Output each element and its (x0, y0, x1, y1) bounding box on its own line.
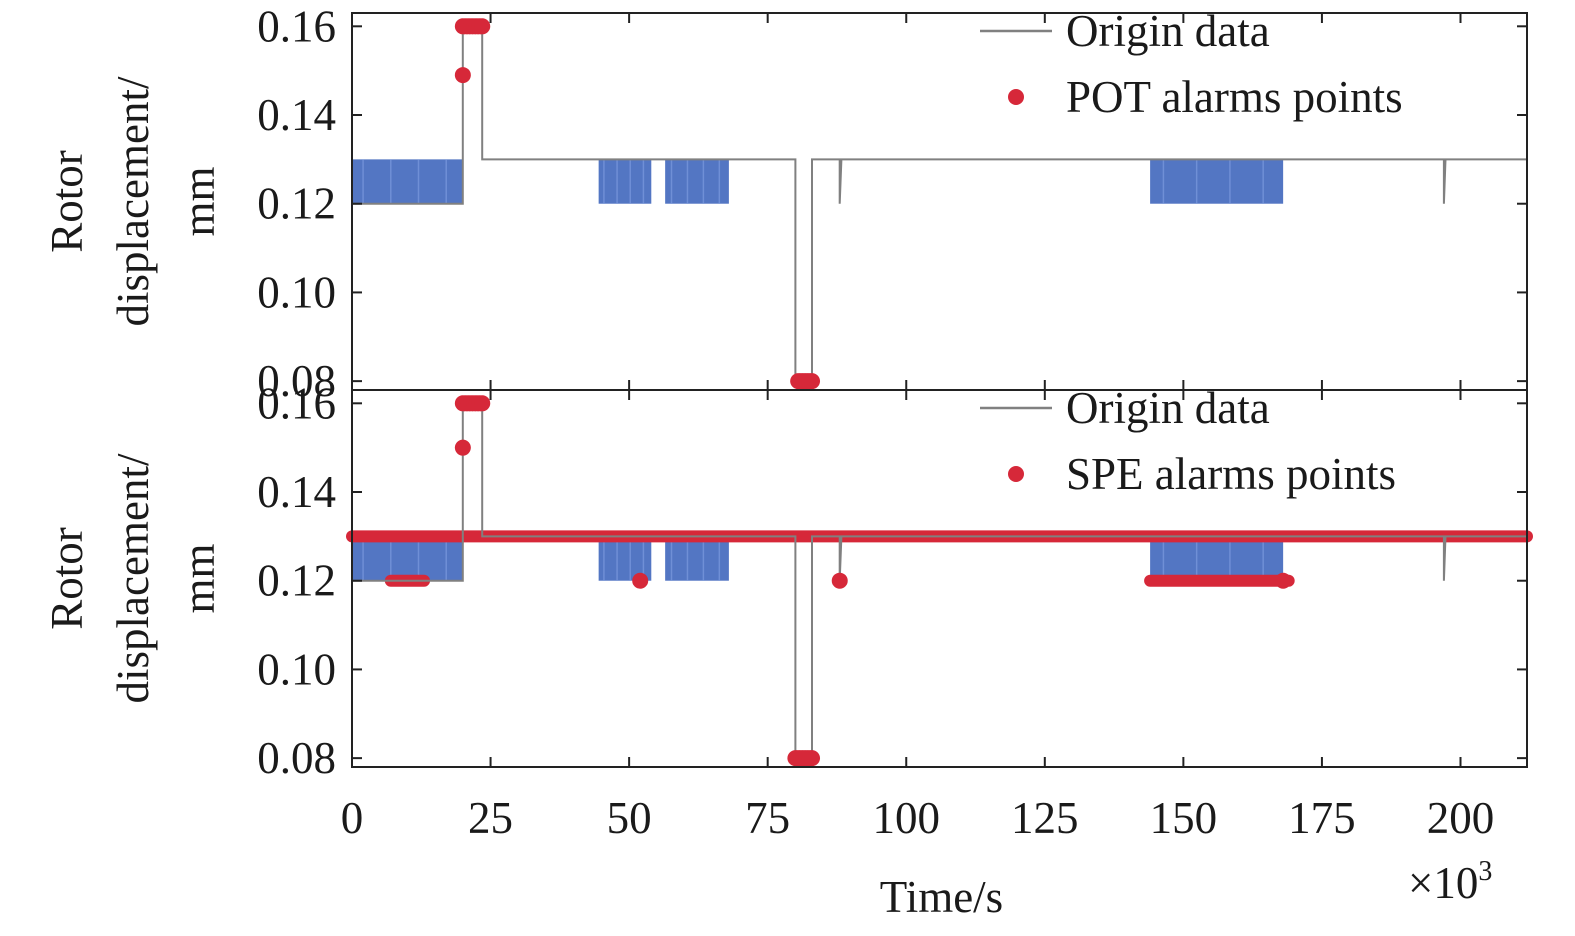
oscillation-band (665, 159, 729, 204)
oscillation-band (598, 159, 652, 204)
x-tick-label: 25 (468, 793, 513, 843)
oscillation-band (665, 536, 729, 581)
x-tick-label: 50 (607, 793, 652, 843)
alarm-point (1275, 572, 1292, 589)
oscillation-band-fill (665, 536, 729, 581)
legend-dot-swatch (1008, 466, 1024, 482)
plot-frame (351, 12, 1528, 391)
x-axis-title: Time/s (880, 872, 1003, 922)
oscillation-band-fill (665, 159, 729, 204)
legend-dot-swatch (1008, 89, 1024, 105)
oscillation-band-fill (1150, 536, 1284, 581)
y-tick-label: 0.12 (257, 556, 336, 606)
y-tick-label: 0.10 (257, 267, 336, 317)
chart-panel-1: 0.08 0.10 0.12 0.14 0.16 Rotor displacement/mm… (42, 1, 1528, 406)
alarm-point (804, 750, 821, 767)
y-tick-label: 0.08 (257, 733, 336, 783)
x-multiplier-exponent: 3 (1478, 856, 1492, 887)
legend-entry-origin-data: Origin data (1066, 6, 1270, 56)
legend-entry-alarms: POT alarms points (1066, 72, 1403, 122)
x-tick-label: 125 (1011, 793, 1079, 843)
legend-entry-alarms: SPE alarms points (1066, 449, 1396, 499)
alarm-point (454, 67, 471, 84)
x-axis-multiplier: ×103 (1408, 856, 1492, 908)
y-tick-label: 0.10 (257, 644, 336, 694)
alarm-point (474, 18, 491, 35)
oscillation-band (352, 536, 463, 581)
oscillation-band-fill (352, 159, 463, 204)
y-axis-title: Rotor (42, 150, 92, 253)
oscillation-band (352, 159, 463, 204)
x-tick-label: 200 (1427, 793, 1495, 843)
alarm-point (831, 572, 848, 589)
legend: Origin data POT alarms points (980, 6, 1403, 122)
oscillation-band (1150, 536, 1284, 581)
y-axis-title: mm (174, 543, 224, 613)
chart-panel-2: 0.08 0.10 0.12 0.14 0.16 0 25 50 75 100 125 150 175 2… (42, 378, 1533, 922)
x-tick-label: 175 (1288, 793, 1356, 843)
x-tick-label: 75 (745, 793, 790, 843)
plot-frame (351, 389, 1528, 768)
y-tick-label: 0.12 (257, 179, 336, 229)
x-tick-label: 150 (1150, 793, 1218, 843)
x-tick-label: 100 (872, 793, 940, 843)
x-tick-label: 0 (341, 793, 364, 843)
oscillation-band-fill (598, 159, 652, 204)
y-axis-title: displacement/ (108, 453, 158, 703)
legend: Origin data SPE alarms points (980, 383, 1396, 499)
oscillation-band (1150, 159, 1284, 204)
x-multiplier-base: ×10 (1408, 858, 1478, 908)
y-axis-title: mm (174, 166, 224, 236)
alarm-point (804, 373, 821, 390)
y-tick-label: 0.08 (257, 356, 336, 406)
y-tick-label: 0.16 (257, 1, 336, 51)
y-axis-title: Rotor (42, 527, 92, 630)
alarm-point (474, 395, 491, 412)
oscillation-band-fill (352, 536, 463, 581)
y-axis-title: displacement/ (108, 76, 158, 326)
y-tick-label: 0.14 (257, 90, 336, 140)
y-tick-label: 0.16 (257, 378, 336, 428)
oscillation-band-fill (1150, 159, 1284, 204)
alarm-point (454, 439, 471, 456)
legend-entry-origin-data: Origin data (1066, 383, 1270, 433)
y-tick-label: 0.14 (257, 467, 336, 517)
alarm-point (632, 572, 649, 589)
